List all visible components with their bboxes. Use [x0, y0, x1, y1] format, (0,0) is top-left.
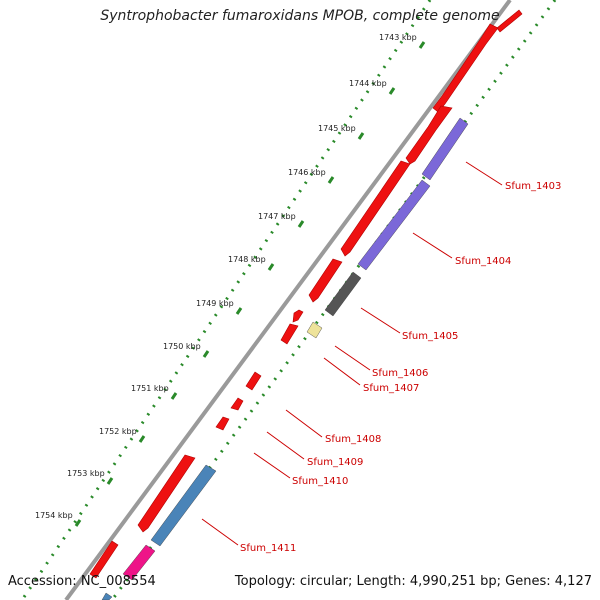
cds-feature-box — [101, 592, 113, 600]
scale-tick-label: 1754 kbp — [35, 511, 73, 520]
genome-backbone — [64, 0, 512, 600]
scale-tick-mark — [267, 263, 275, 271]
gene-label-leader — [253, 452, 291, 479]
gene-label: Sfum_1410 — [292, 476, 348, 487]
cds-forward-arrow — [137, 454, 196, 533]
scale-tick-mark — [357, 132, 365, 140]
gene-label: Sfum_1406 — [372, 368, 428, 379]
scale-tick-label: 1752 kbp — [99, 427, 137, 436]
cds-forward-arrow — [245, 371, 262, 391]
gene-label: Sfum_1407 — [363, 383, 419, 394]
gene-label: Sfum_1411 — [240, 543, 296, 554]
cds-forward-arrow — [215, 416, 230, 431]
scale-ring-outer — [20, 0, 432, 600]
scale-tick-label: 1745 kbp — [318, 124, 356, 133]
cds-forward-arrow — [280, 323, 299, 345]
cds-forward-arrow — [292, 309, 304, 323]
scale-tick-mark — [170, 392, 178, 400]
cds-forward-arrow — [405, 105, 453, 165]
scale-tick-label: 1744 kbp — [349, 79, 387, 88]
scale-tick-mark — [235, 307, 243, 315]
cds-feature-box — [150, 464, 217, 547]
gene-label: Sfum_1404 — [455, 256, 511, 267]
gene-label-leader — [266, 431, 305, 460]
gene-label: Sfum_1408 — [325, 434, 381, 445]
scale-tick-label: 1746 kbp — [288, 168, 326, 177]
cds-forward-arrow — [308, 258, 343, 303]
gene-label: Sfum_1403 — [505, 181, 561, 192]
cds-feature-box — [122, 544, 156, 581]
cds-feature-box — [357, 179, 431, 271]
scale-ticks: 1743 kbp 1744 kbp 1745 kbp 1746 kbp 1747 kbp… — [35, 33, 426, 527]
reverse-cds-track — [101, 117, 469, 600]
scale-tick-mark — [138, 435, 146, 443]
scale-tick-mark — [327, 176, 335, 184]
gene-label-leader — [360, 307, 401, 334]
cds-feature-box — [324, 271, 362, 317]
gene-labels: Sfum_1403 Sfum_1404 Sfum_1405 Sfum_1406 Sfum… — [201, 161, 561, 554]
cds-feature-box — [421, 117, 469, 181]
gene-label-leader — [323, 357, 361, 386]
scale-tick-label: 1747 kbp — [258, 212, 296, 221]
scale-tick-mark — [74, 519, 82, 527]
gene-label-leader — [465, 161, 503, 186]
gene-label-leader — [201, 518, 239, 546]
cds-forward-arrow — [432, 23, 499, 113]
scale-tick-mark — [106, 477, 114, 485]
scale-tick-label: 1748 kbp — [228, 255, 266, 264]
scale-tick-mark — [388, 87, 396, 95]
scale-tick-label: 1751 kbp — [131, 384, 169, 393]
gene-label-leader — [285, 409, 323, 438]
scale-tick-mark — [202, 350, 210, 358]
scale-tick-label: 1753 kbp — [67, 469, 105, 478]
genome-title: Syntrophobacter fumaroxidans MPOB, compl… — [100, 8, 500, 24]
cds-forward-arrow — [496, 9, 523, 33]
cds-forward-arrow — [89, 540, 119, 579]
genome-stats-text: Topology: circular; Length: 4,990,251 bp… — [234, 574, 592, 589]
gene-label-leader — [412, 232, 453, 259]
scale-tick-label: 1750 kbp — [163, 342, 201, 351]
gene-label: Sfum_1405 — [402, 331, 458, 342]
gene-label-leader — [334, 345, 371, 371]
gene-label: Sfum_1409 — [307, 457, 363, 468]
scale-tick-label: 1749 kbp — [196, 299, 234, 308]
cds-feature-box — [306, 321, 323, 339]
cds-forward-arrow — [340, 160, 411, 257]
cds-forward-arrow — [230, 397, 244, 411]
scale-tick-label: 1743 kbp — [379, 33, 417, 42]
scale-tick-mark — [418, 41, 426, 49]
accession-text: Accession: NC_008554 — [8, 574, 156, 589]
scale-tick-mark — [297, 220, 305, 228]
forward-cds-track — [89, 9, 523, 579]
